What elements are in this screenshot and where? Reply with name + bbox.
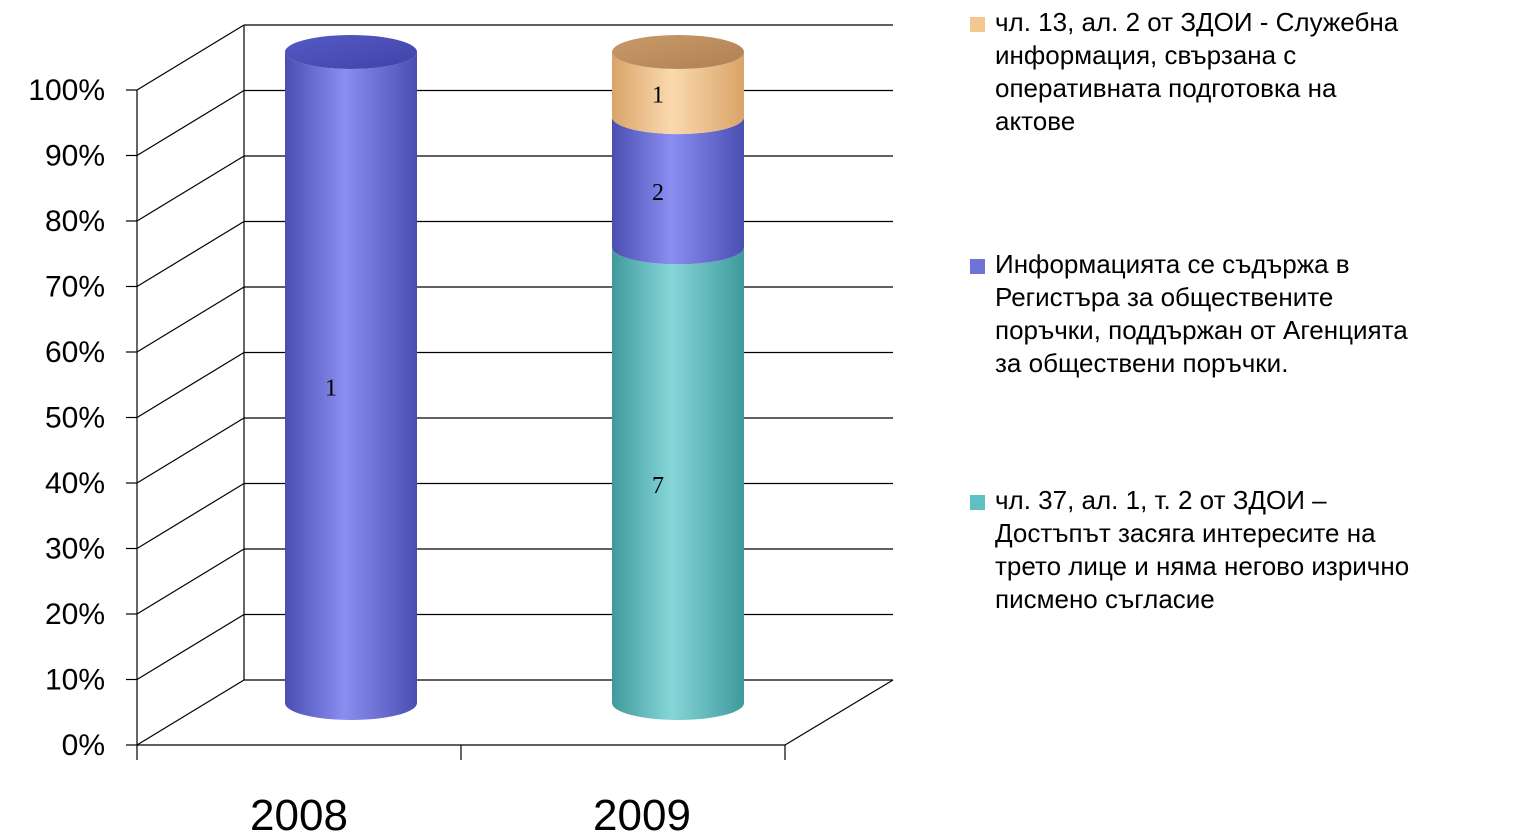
legend-item-interesi-na-treto-litse: чл. 37, ал. 1, т. 2 от ЗДОИ – Достъпът з… [970, 484, 1510, 616]
chart-axes [126, 25, 894, 760]
y-tick-label: 80% [45, 205, 105, 238]
legend-swatch [970, 495, 985, 510]
bar-top-cap-2009 [612, 35, 744, 69]
y-tick-label: 10% [45, 664, 105, 697]
y-tick-label: 60% [45, 336, 105, 369]
legend-label: чл. 37, ал. 1, т. 2 от ЗДОИ – Достъпът з… [995, 485, 1410, 614]
data-label: 1 [325, 376, 337, 402]
gridline-side [136, 548, 245, 615]
bar-segment-2009 [612, 117, 744, 265]
y-tick-label: 30% [45, 533, 105, 566]
y-tick-label: 0% [62, 729, 105, 762]
x-tick-label: 2009 [593, 791, 691, 836]
legend-swatch [970, 259, 985, 274]
gridline-side [136, 679, 245, 746]
legend-label: Информацията се съдържа в Регистъра за о… [995, 249, 1408, 378]
gridline-side [136, 89, 245, 157]
x-axis-tick-labels: 2008 2009 [250, 791, 691, 836]
y-tick-label: 20% [45, 598, 105, 631]
chart-bars [285, 35, 744, 721]
bar-segment-2008 [285, 52, 417, 720]
gridline-side [136, 24, 245, 91]
y-axis-tick-labels: 0% 10% 20% 30% 40% 50% 60% 70% 80% 90% 100% [28, 74, 105, 762]
y-tick-label: 40% [45, 467, 105, 500]
gridline-side [136, 613, 245, 681]
chart-gridlines [136, 24, 893, 746]
data-label: 1 [652, 83, 664, 109]
floor-edge [784, 679, 894, 746]
bar-segment-2009 [612, 52, 744, 135]
legend-swatch [970, 17, 985, 32]
gridline-side [136, 286, 245, 353]
y-tick-label: 70% [45, 271, 105, 304]
bar-top-cap-2008 [285, 35, 417, 69]
legend-item-sluzhebna-informatsiya: чл. 13, ал. 2 от ЗДОИ - Служебна информа… [970, 6, 1510, 138]
legend-item-registar-obshtestveni-porachki: Информацията се съдържа в Регистъра за о… [970, 248, 1510, 380]
x-tick-label: 2008 [250, 791, 348, 836]
gridline-side [136, 155, 245, 222]
gridline-side [136, 351, 245, 419]
bar-segment-2009 [612, 247, 744, 721]
y-tick-label: 90% [45, 140, 105, 173]
legend-label: чл. 13, ал. 2 от ЗДОИ - Служебна информа… [995, 7, 1399, 136]
data-label: 7 [652, 473, 664, 499]
gridline-side [136, 417, 245, 484]
y-tick-label: 50% [45, 402, 105, 435]
data-label: 2 [652, 180, 664, 206]
gridline-side [136, 220, 245, 288]
y-tick-label: 100% [28, 74, 105, 107]
gridline-side [136, 482, 245, 550]
